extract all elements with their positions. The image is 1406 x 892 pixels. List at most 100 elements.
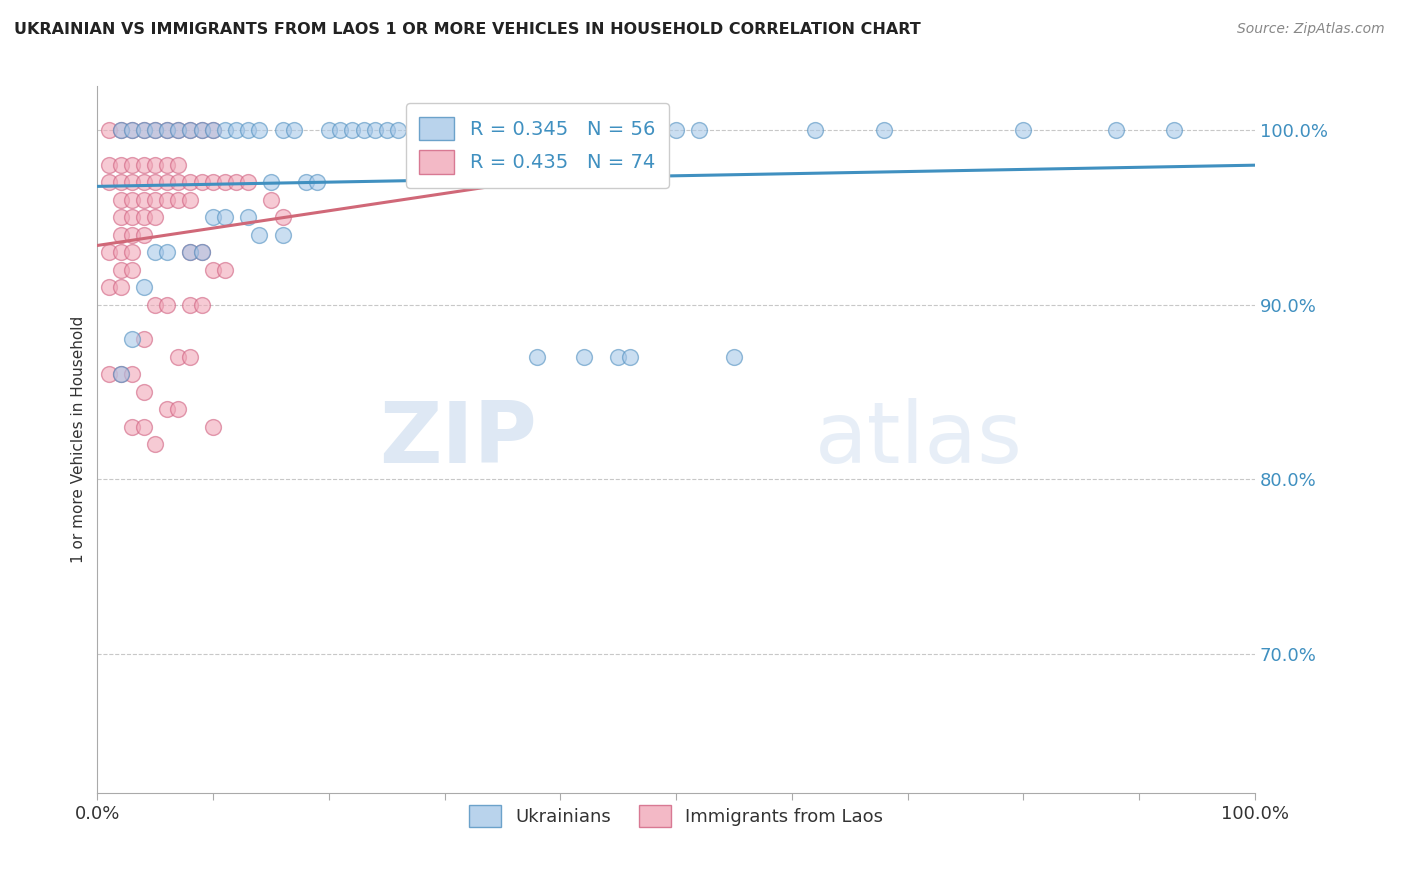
Point xyxy=(179,245,201,260)
Legend: Ukrainians, Immigrants from Laos: Ukrainians, Immigrants from Laos xyxy=(461,797,890,834)
Point xyxy=(468,123,491,137)
Point xyxy=(156,245,179,260)
Point xyxy=(422,123,444,137)
Text: atlas: atlas xyxy=(815,399,1024,482)
Point xyxy=(132,227,155,242)
Point xyxy=(179,123,201,137)
Point xyxy=(444,123,467,137)
Point xyxy=(214,123,236,137)
Point xyxy=(110,227,132,242)
Point xyxy=(121,262,143,277)
Point xyxy=(457,123,479,137)
Point xyxy=(110,368,132,382)
Point xyxy=(202,123,225,137)
Point xyxy=(121,211,143,225)
Point xyxy=(236,211,259,225)
Y-axis label: 1 or more Vehicles in Household: 1 or more Vehicles in Household xyxy=(72,317,86,564)
Point xyxy=(121,123,143,137)
Point xyxy=(202,175,225,189)
Point xyxy=(121,158,143,172)
Text: Source: ZipAtlas.com: Source: ZipAtlas.com xyxy=(1237,22,1385,37)
Point xyxy=(214,262,236,277)
Point xyxy=(329,123,352,137)
Point xyxy=(190,245,212,260)
Point xyxy=(1012,123,1035,137)
Point xyxy=(202,419,225,434)
Point xyxy=(143,123,166,137)
Point xyxy=(156,402,179,417)
Point xyxy=(526,350,548,364)
Point xyxy=(225,123,247,137)
Point xyxy=(387,123,409,137)
Point xyxy=(723,350,745,364)
Point xyxy=(156,123,179,137)
Point xyxy=(132,123,155,137)
Point xyxy=(190,245,212,260)
Point xyxy=(179,297,201,311)
Point xyxy=(202,211,225,225)
Point xyxy=(190,175,212,189)
Point xyxy=(572,350,595,364)
Point xyxy=(179,175,201,189)
Point xyxy=(179,123,201,137)
Point xyxy=(110,123,132,137)
Point xyxy=(271,211,294,225)
Point xyxy=(247,123,270,137)
Point xyxy=(167,123,190,137)
Point xyxy=(167,350,190,364)
Point xyxy=(433,123,456,137)
Point xyxy=(873,123,896,137)
Point xyxy=(665,123,688,137)
Point xyxy=(97,280,120,294)
Point xyxy=(214,211,236,225)
Point xyxy=(132,158,155,172)
Point xyxy=(202,262,225,277)
Point xyxy=(121,175,143,189)
Point xyxy=(110,158,132,172)
Point xyxy=(1105,123,1128,137)
Point xyxy=(132,193,155,207)
Point xyxy=(236,123,259,137)
Point xyxy=(110,262,132,277)
Point xyxy=(364,123,387,137)
Point xyxy=(132,384,155,399)
Point xyxy=(271,123,294,137)
Point xyxy=(190,123,212,137)
Point xyxy=(202,123,225,137)
Point xyxy=(167,402,190,417)
Point xyxy=(260,175,283,189)
Point xyxy=(283,123,305,137)
Point xyxy=(375,123,398,137)
Point xyxy=(156,175,179,189)
Point xyxy=(143,297,166,311)
Point xyxy=(271,227,294,242)
Point xyxy=(132,333,155,347)
Point xyxy=(156,193,179,207)
Point xyxy=(479,123,502,137)
Point xyxy=(353,123,375,137)
Point xyxy=(307,175,329,189)
Point xyxy=(143,193,166,207)
Point xyxy=(411,123,433,137)
Point xyxy=(121,245,143,260)
Point xyxy=(143,158,166,172)
Point xyxy=(294,175,316,189)
Point xyxy=(167,123,190,137)
Point xyxy=(143,437,166,451)
Point xyxy=(318,123,340,137)
Point xyxy=(110,245,132,260)
Point xyxy=(214,175,236,189)
Point xyxy=(340,123,363,137)
Point xyxy=(110,193,132,207)
Point xyxy=(167,158,190,172)
Point xyxy=(121,419,143,434)
Point xyxy=(260,193,283,207)
Point xyxy=(97,175,120,189)
Point xyxy=(179,193,201,207)
Point xyxy=(121,333,143,347)
Point xyxy=(121,123,143,137)
Point xyxy=(132,280,155,294)
Point xyxy=(143,175,166,189)
Point xyxy=(225,175,247,189)
Point xyxy=(236,175,259,189)
